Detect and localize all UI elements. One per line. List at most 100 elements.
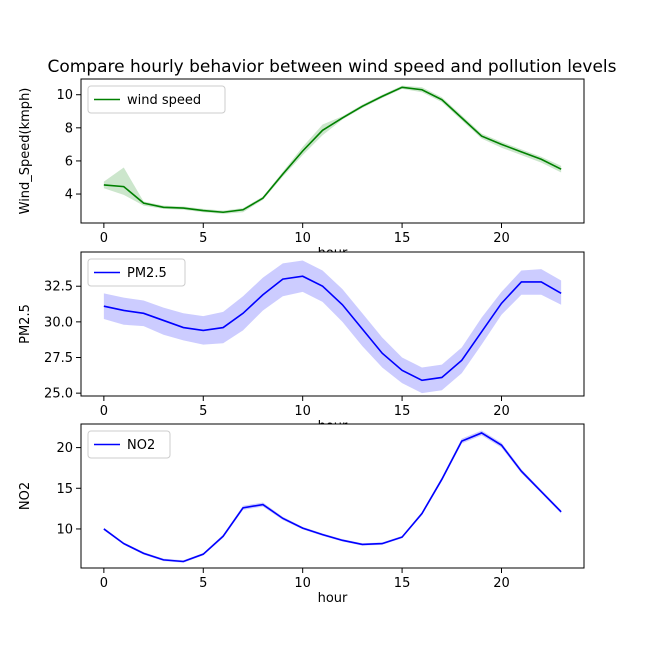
x-tick-label: 0 xyxy=(100,404,108,419)
x-tick-label: 20 xyxy=(493,404,510,419)
data-point xyxy=(441,98,443,100)
data-point xyxy=(182,207,184,209)
data-point xyxy=(560,168,562,170)
data-point xyxy=(500,302,502,304)
data-point xyxy=(461,117,463,119)
data-point xyxy=(103,184,105,186)
x-tick-label: 10 xyxy=(294,404,311,419)
data-point xyxy=(500,143,502,145)
data-point xyxy=(381,352,383,354)
data-point xyxy=(520,470,522,472)
x-tick-label: 20 xyxy=(493,576,510,591)
data-point xyxy=(421,89,423,91)
data-point xyxy=(202,329,204,331)
data-point xyxy=(421,512,423,514)
data-point xyxy=(520,151,522,153)
data-point xyxy=(142,552,144,554)
x-tick-label: 0 xyxy=(100,576,108,591)
data-point xyxy=(222,535,224,537)
plot-area xyxy=(103,260,562,394)
y-tick-label: 20 xyxy=(56,441,73,456)
data-point xyxy=(301,150,303,152)
data-point xyxy=(540,281,542,283)
data-point xyxy=(142,312,144,314)
data-point xyxy=(361,543,363,545)
data-point xyxy=(500,444,502,446)
data-point xyxy=(341,539,343,541)
legend-label: PM2.5 xyxy=(127,266,167,281)
chart-title: Compare hourly behavior between wind spe… xyxy=(48,57,617,77)
data-point xyxy=(222,326,224,328)
data-point xyxy=(162,206,164,208)
chart-panels: 0 5 10 15 20 4 6 8 10 hour Wind_Speed(kmph) wind sp… xyxy=(18,78,585,606)
data-point xyxy=(461,440,463,442)
data-point xyxy=(401,536,403,538)
x-tick-label: 0 xyxy=(100,231,108,246)
data-point xyxy=(560,292,562,294)
data-point xyxy=(560,511,562,513)
y-tick-label: 8 xyxy=(65,121,73,136)
data-point xyxy=(401,369,403,371)
data-point xyxy=(341,117,343,119)
data-point xyxy=(480,135,482,137)
data-point xyxy=(123,542,125,544)
legend-label: NO2 xyxy=(127,438,155,453)
data-point xyxy=(202,553,204,555)
y-tick-label: 4 xyxy=(65,188,73,203)
data-point xyxy=(301,275,303,277)
x-tick-label: 20 xyxy=(493,231,510,246)
data-point xyxy=(421,379,423,381)
data-point xyxy=(480,331,482,333)
legend: PM2.5 xyxy=(87,258,186,287)
panel-1: 0510152046810hourWind_Speed(kmph)wind sp… xyxy=(18,78,585,261)
data-point xyxy=(162,559,164,561)
y-axis-label: NO2 xyxy=(18,482,33,510)
data-point xyxy=(540,490,542,492)
data-point xyxy=(262,294,264,296)
data-point xyxy=(282,173,284,175)
data-point xyxy=(282,517,284,519)
data-point xyxy=(301,527,303,529)
data-point xyxy=(381,95,383,97)
panel-3: 0 5 10 15 20 10 15 20 hour NO2 NO2 xyxy=(18,423,585,606)
data-point xyxy=(480,432,482,434)
legend-box xyxy=(87,85,226,114)
y-tick-label: 30.0 xyxy=(44,315,73,330)
x-tick-label: 15 xyxy=(394,404,411,419)
y-axis-label: Wind_Speed(kmph) xyxy=(18,88,33,215)
series-line xyxy=(103,432,562,563)
data-point xyxy=(321,129,323,131)
data-point xyxy=(242,507,244,509)
data-point xyxy=(242,312,244,314)
y-axis-label: PM2.5 xyxy=(18,304,33,344)
data-point xyxy=(361,105,363,107)
data-point xyxy=(461,359,463,361)
x-tick-label: 10 xyxy=(294,231,311,246)
y-tick-label: 6 xyxy=(65,154,73,169)
x-axis-label: hour xyxy=(318,591,348,606)
data-point xyxy=(242,209,244,211)
legend: NO2 xyxy=(87,430,171,459)
x-tick-label: 5 xyxy=(199,576,207,591)
x-tick-label: 5 xyxy=(199,404,207,419)
y-tick-label: 27.5 xyxy=(44,351,73,366)
data-point xyxy=(520,281,522,283)
data-point xyxy=(262,503,264,505)
data-point xyxy=(321,285,323,287)
data-point xyxy=(441,478,443,480)
data-point xyxy=(341,304,343,306)
data-point xyxy=(222,211,224,213)
data-point xyxy=(321,533,323,535)
data-point xyxy=(182,560,184,562)
data-point xyxy=(123,309,125,311)
legend-label: wind speed xyxy=(127,93,201,108)
y-tick-label: 10 xyxy=(56,522,73,537)
data-point xyxy=(540,158,542,160)
data-point xyxy=(282,278,284,280)
x-tick-label: 15 xyxy=(394,231,411,246)
y-tick-label: 25.0 xyxy=(44,387,73,402)
x-tick-label: 5 xyxy=(199,231,207,246)
data-point xyxy=(381,542,383,544)
